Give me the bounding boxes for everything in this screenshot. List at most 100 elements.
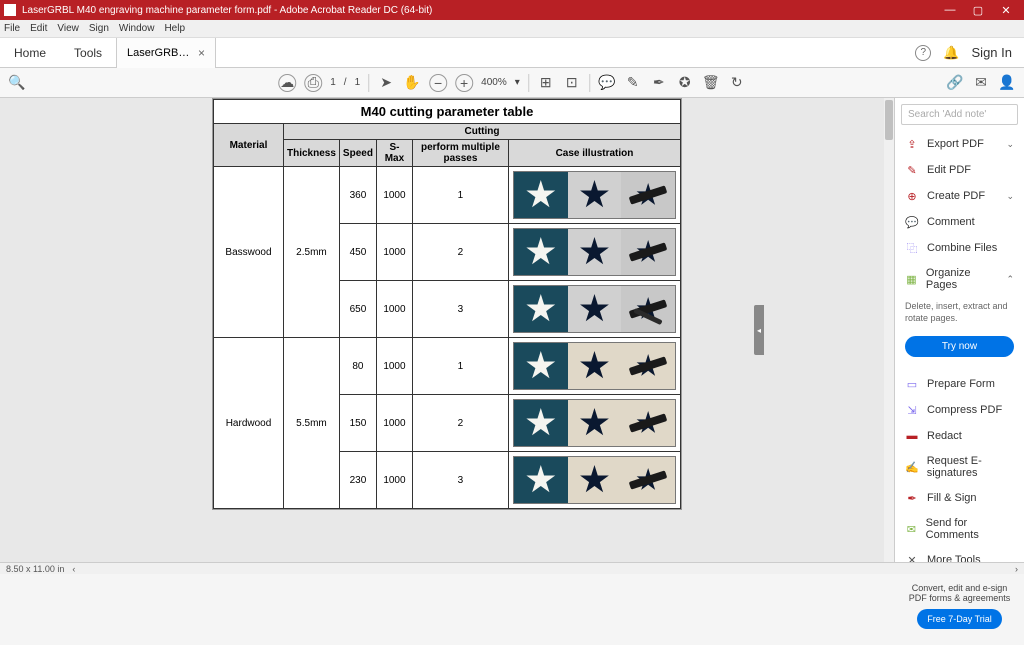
zoom-out-icon[interactable]: − — [429, 74, 447, 92]
cell-case — [508, 452, 680, 509]
esign-item[interactable]: ✍ Request E-signatures — [895, 449, 1024, 485]
cell-thickness: 2.5mm — [284, 167, 340, 338]
chevron-down-icon: ⌄ — [1006, 191, 1014, 202]
scroll-right-icon[interactable]: › — [1015, 564, 1018, 574]
table-row: Hardwood 5.5mm 80 1000 1 — [214, 338, 681, 395]
comment-item[interactable]: 💬 Comment — [895, 209, 1024, 235]
read-mode-icon[interactable]: ⊡ — [563, 74, 581, 92]
chevron-down-icon: ⌄ — [1006, 139, 1014, 150]
cell-speed: 150 — [339, 395, 376, 452]
free-trial-button[interactable]: Free 7-Day Trial — [917, 609, 1002, 629]
panel-collapse-handle[interactable]: ◂ — [754, 305, 764, 355]
close-tab-icon[interactable]: × — [198, 46, 205, 60]
menu-help[interactable]: Help — [164, 23, 185, 34]
edit-pdf-item[interactable]: ✎ Edit PDF — [895, 157, 1024, 183]
search-icon[interactable]: 🔍 — [8, 74, 26, 92]
page-dimensions: 8.50 x 11.00 in — [6, 564, 64, 574]
stamp-icon[interactable]: ✪ — [676, 74, 694, 92]
combine-item[interactable]: ⿻ Combine Files — [895, 235, 1024, 261]
titlebar: LaserGRBL M40 engraving machine paramete… — [0, 0, 1024, 20]
cell-speed: 360 — [339, 167, 376, 224]
menu-sign[interactable]: Sign — [89, 23, 109, 34]
rotate-icon[interactable]: ↻ — [728, 74, 746, 92]
vertical-scrollbar[interactable] — [884, 98, 894, 562]
close-button[interactable]: ✕ — [992, 0, 1020, 20]
cell-thickness: 5.5mm — [284, 338, 340, 509]
main-area: M40 cutting parameter table Material Cut… — [0, 98, 1024, 562]
profile-icon[interactable]: 👤 — [998, 74, 1016, 92]
zoom-chevron-icon[interactable]: ▾ — [515, 77, 520, 88]
hdr-case: Case illustration — [508, 140, 680, 167]
page-current[interactable]: 1 — [330, 77, 336, 88]
menu-window[interactable]: Window — [119, 23, 155, 34]
esign-icon: ✍ — [905, 460, 919, 474]
organize-desc: Delete, insert, extract and rotate pages… — [895, 297, 1024, 332]
menu-edit[interactable]: Edit — [30, 23, 47, 34]
redact-label: Redact — [927, 430, 962, 442]
hand-icon[interactable]: ✋ — [403, 74, 421, 92]
delete-icon[interactable]: 🗑 — [702, 74, 720, 92]
cell-passes: 3 — [412, 281, 508, 338]
sign-icon[interactable]: ✒ — [650, 74, 668, 92]
tabrow: Home Tools LaserGRBL M40 en… × ? 🔔 Sign … — [0, 38, 1024, 68]
pointer-icon[interactable]: ➤ — [377, 74, 395, 92]
email-icon[interactable]: ✉ — [972, 74, 990, 92]
comment-icon[interactable]: 💬 — [598, 74, 616, 92]
bell-icon[interactable]: 🔔 — [943, 45, 959, 61]
cell-speed: 230 — [339, 452, 376, 509]
cell-passes: 3 — [412, 452, 508, 509]
sign-in-button[interactable]: Sign In — [972, 45, 1012, 60]
tools-tab[interactable]: Tools — [60, 38, 116, 68]
cell-material: Basswood — [214, 167, 284, 338]
zoom-in-icon[interactable]: + — [455, 74, 473, 92]
sendcomments-label: Send for Comments — [926, 517, 1014, 541]
promo-text: Convert, edit and e-sign PDF forms & agr… — [905, 583, 1014, 603]
cell-passes: 1 — [412, 338, 508, 395]
highlight-icon[interactable]: ✎ — [624, 74, 642, 92]
page-display-icon[interactable]: ⊞ — [537, 74, 555, 92]
menu-view[interactable]: View — [57, 23, 79, 34]
redact-item[interactable]: ▬ Redact — [895, 423, 1024, 449]
cell-smax: 1000 — [376, 224, 412, 281]
app-icon — [4, 4, 16, 16]
document-tab[interactable]: LaserGRBL M40 en… × — [116, 38, 216, 68]
save-icon[interactable]: ☁ — [278, 74, 296, 92]
cell-case — [508, 395, 680, 452]
try-now-button[interactable]: Try now — [905, 336, 1014, 357]
menu-file[interactable]: File — [4, 23, 20, 34]
help-icon[interactable]: ? — [915, 45, 931, 61]
organize-item[interactable]: ▦ Organize Pages ⌃ — [895, 261, 1024, 297]
share-icon[interactable]: 🔗 — [946, 74, 964, 92]
comment-icon: 💬 — [905, 215, 919, 229]
cell-smax: 1000 — [376, 452, 412, 509]
toolbar: 🔍 ☁ ⎙ 1 / 1 ➤ ✋ − + 400% ▾ ⊞ ⊡ 💬 ✎ ✒ ✪ 🗑… — [0, 68, 1024, 98]
hdr-smax: S-Max — [376, 140, 412, 167]
export-pdf-item[interactable]: ⇪ Export PDF ⌄ — [895, 131, 1024, 157]
create-pdf-item[interactable]: ⊕ Create PDF ⌄ — [895, 183, 1024, 209]
create-pdf-label: Create PDF — [927, 190, 985, 202]
cell-case — [508, 281, 680, 338]
compress-item[interactable]: ⇲ Compress PDF — [895, 397, 1024, 423]
zoom-value[interactable]: 400% — [481, 77, 507, 88]
prepare-icon: ▭ — [905, 377, 919, 391]
maximize-button[interactable]: ▢ — [964, 0, 992, 20]
scroll-left-icon[interactable]: ‹ — [72, 564, 75, 574]
document-area[interactable]: M40 cutting parameter table Material Cut… — [0, 98, 894, 562]
minimize-button[interactable]: — — [936, 0, 964, 20]
print-icon[interactable]: ⎙ — [304, 74, 322, 92]
cell-material: Hardwood — [214, 338, 284, 509]
cell-passes: 1 — [412, 167, 508, 224]
prepare-form-item[interactable]: ▭ Prepare Form — [895, 371, 1024, 397]
hdr-speed: Speed — [339, 140, 376, 167]
fillsign-icon: ✒ — [905, 491, 919, 505]
esign-label: Request E-signatures — [927, 455, 1014, 479]
hdr-passes: perform multiple passes — [412, 140, 508, 167]
fillsign-item[interactable]: ✒ Fill & Sign — [895, 485, 1024, 511]
sendcomments-item[interactable]: ✉ Send for Comments — [895, 511, 1024, 547]
cell-smax: 1000 — [376, 395, 412, 452]
cell-case — [508, 224, 680, 281]
hdr-thickness: Thickness — [284, 140, 340, 167]
home-tab[interactable]: Home — [0, 38, 60, 68]
organize-icon: ▦ — [905, 272, 918, 286]
search-tools-input[interactable]: Search 'Add note' — [901, 104, 1018, 125]
